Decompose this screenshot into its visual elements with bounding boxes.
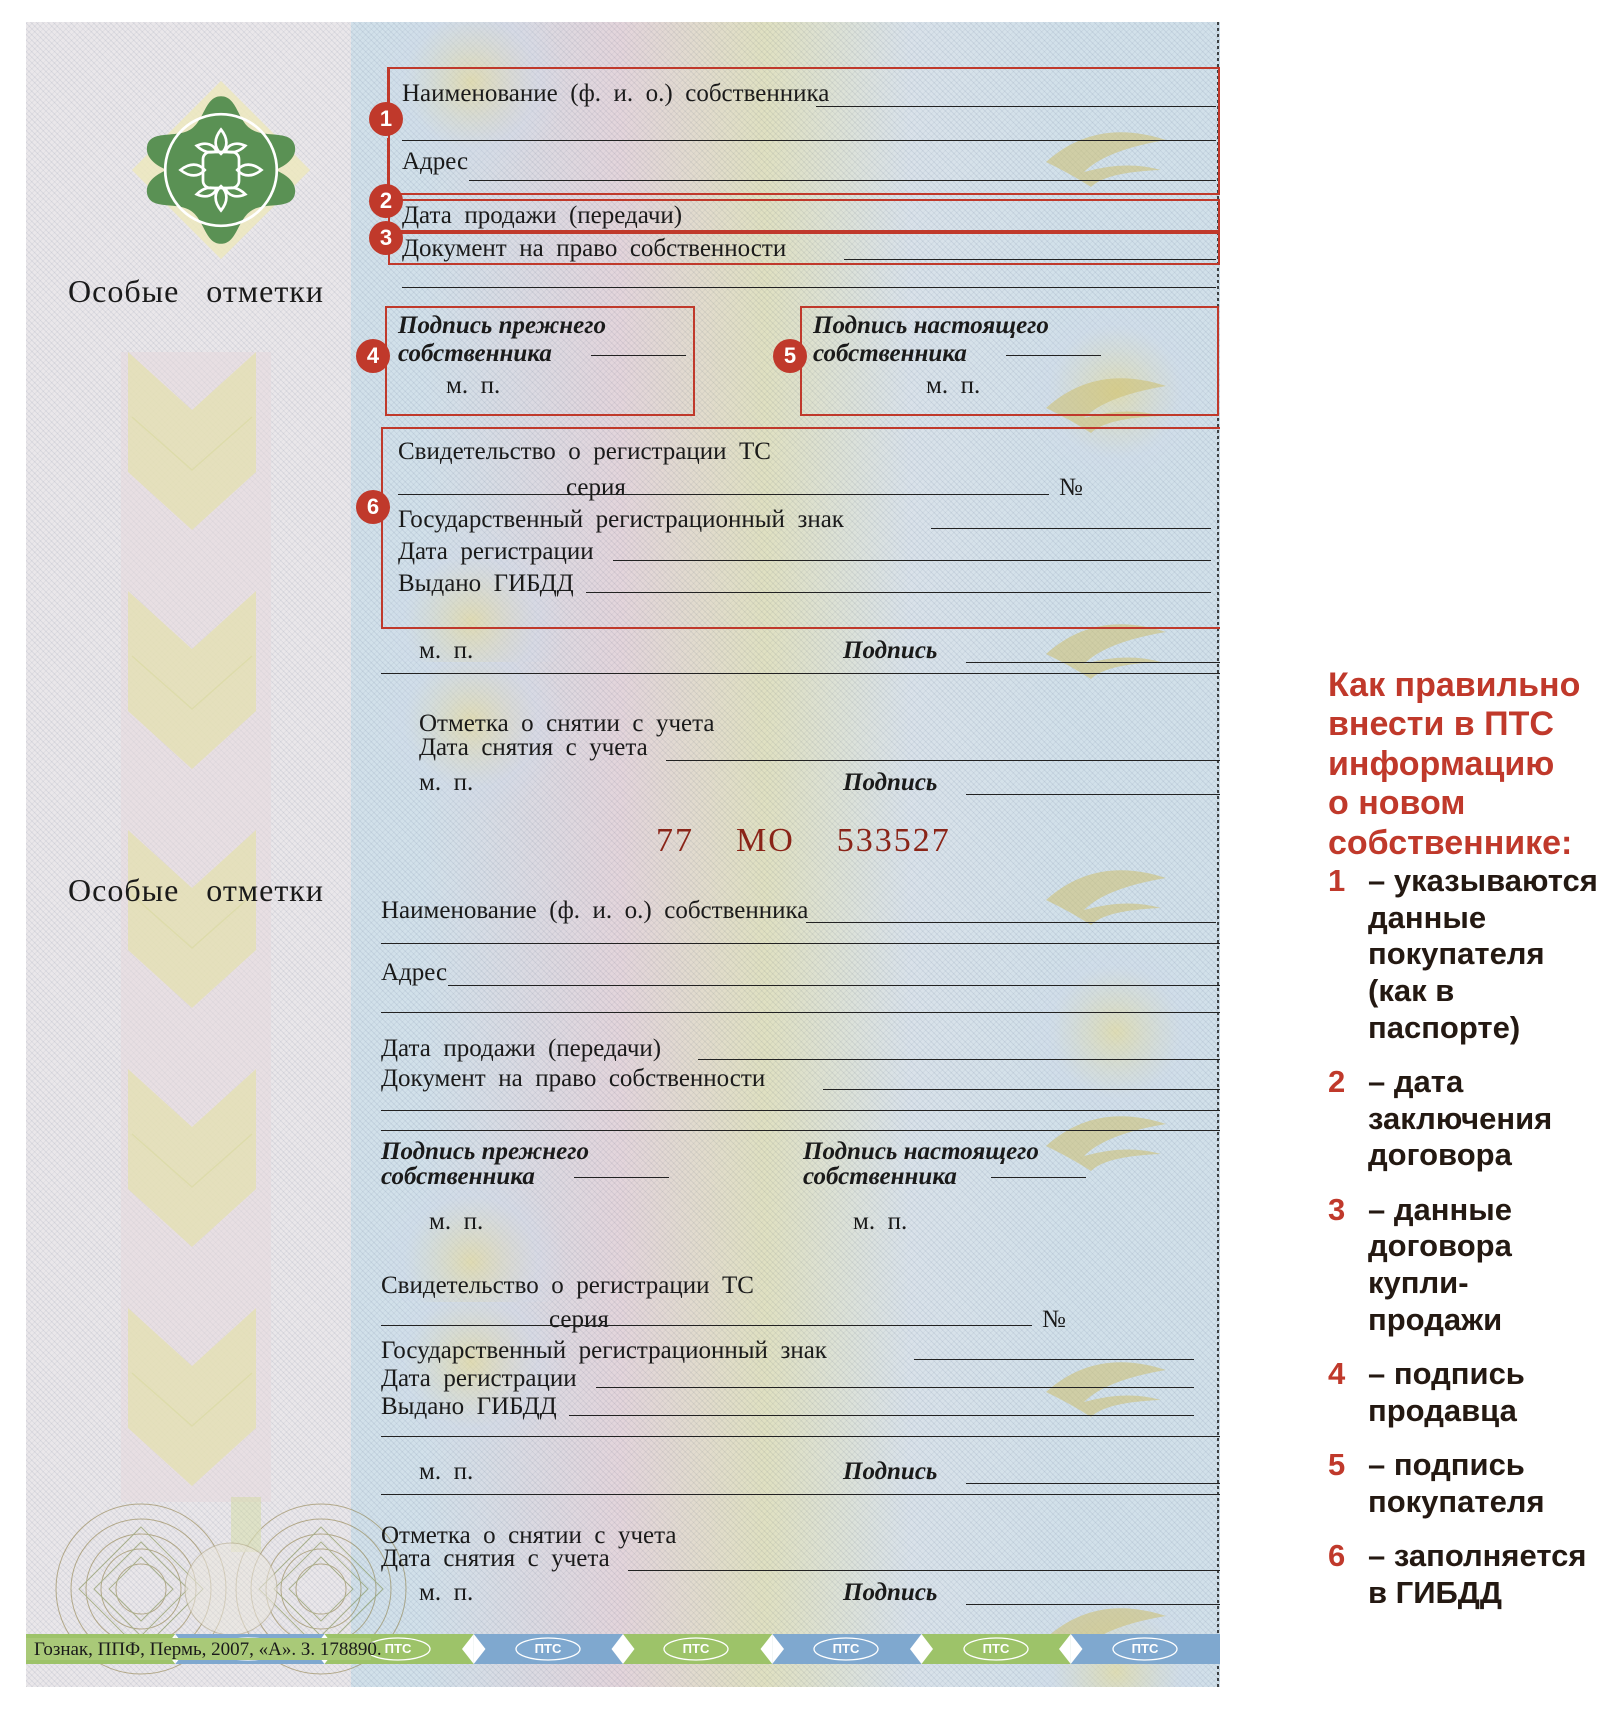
svg-text:ПТС: ПТС [1132, 1641, 1159, 1656]
svg-text:ПТС: ПТС [535, 1641, 562, 1656]
svg-text:Гознак, ППФ, Пермь, 2007, «А».: Гознак, ППФ, Пермь, 2007, «А». З. 178890… [34, 1639, 382, 1660]
svg-text:ПТС: ПТС [683, 1641, 710, 1656]
svg-text:ПТС: ПТС [385, 1641, 412, 1656]
svg-text:ПТС: ПТС [833, 1641, 860, 1656]
svg-text:ПТС: ПТС [983, 1641, 1010, 1656]
